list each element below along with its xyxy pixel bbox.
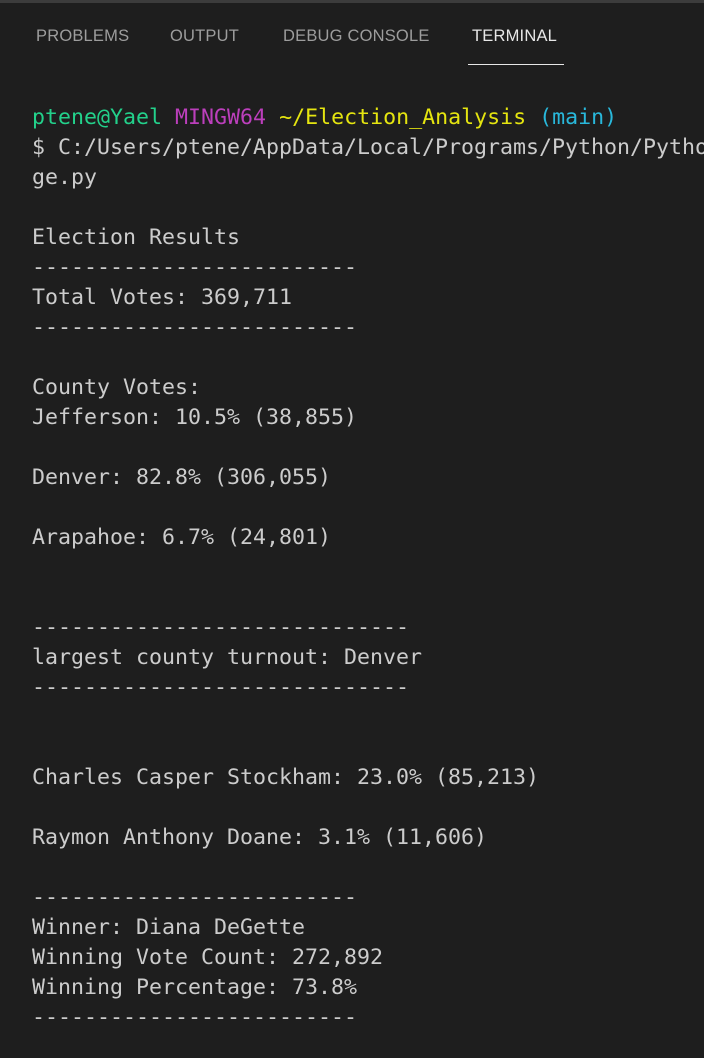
output-line: ------------------------- — [32, 255, 358, 280]
terminal: ptene@Yael MINGW64 ~/Election_Analysis (… — [32, 103, 704, 1033]
output-line: Denver: 82.8% (306,055) — [32, 465, 332, 490]
output-line: ----------------------------- — [32, 615, 410, 640]
tab-active[interactable]: TERMINAL — [472, 27, 558, 45]
output-line: Winner: Diana DeGette — [32, 915, 306, 940]
output-line: largest county turnout: Denver — [32, 645, 423, 670]
tab[interactable]: OUTPUT — [170, 27, 240, 45]
output-line: ------------------------- — [32, 315, 358, 340]
output-line: Raymon Anthony Doane: 3.1% (11,606) — [32, 825, 488, 850]
command: $ C:/Users/ptene/AppData/Local/Programs/… — [32, 135, 704, 160]
output-line: ----------------------------- — [32, 675, 410, 700]
output-line: Arapahoe: 6.7% (24,801) — [32, 525, 332, 550]
output-line: ------------------------- — [32, 885, 358, 910]
output-line: County Votes: — [32, 375, 202, 400]
output-line: Total Votes: 369,711 — [32, 285, 293, 310]
tab[interactable]: DEBUG CONSOLE — [283, 27, 430, 45]
prompt-shell: MINGW64 — [175, 105, 267, 130]
panel-tabs: PROBLEMS OUTPUT DEBUG CONSOLE TERMINAL — [0, 0, 704, 70]
output-line: Jefferson: 10.5% (38,855) — [32, 405, 358, 430]
prompt-branch: (main) — [539, 105, 618, 130]
tab-underline — [468, 64, 564, 65]
prompt-path: ~/Election_Analysis — [279, 105, 527, 130]
command: ge.py — [32, 165, 98, 190]
output-line: Winning Percentage: 73.8% — [32, 975, 358, 1000]
output-line: Election Results — [32, 225, 241, 250]
output-line: Charles Casper Stockham: 23.0% (85,213) — [32, 765, 540, 790]
prompt-user: ptene@Yael — [32, 105, 163, 130]
prompt: ptene@Yael MINGW64 ~/Election_Analysis (… — [32, 103, 704, 133]
output-line: Winning Vote Count: 272,892 — [32, 945, 384, 970]
output-line: ------------------------- — [32, 1005, 358, 1030]
tab[interactable]: PROBLEMS — [36, 27, 130, 45]
